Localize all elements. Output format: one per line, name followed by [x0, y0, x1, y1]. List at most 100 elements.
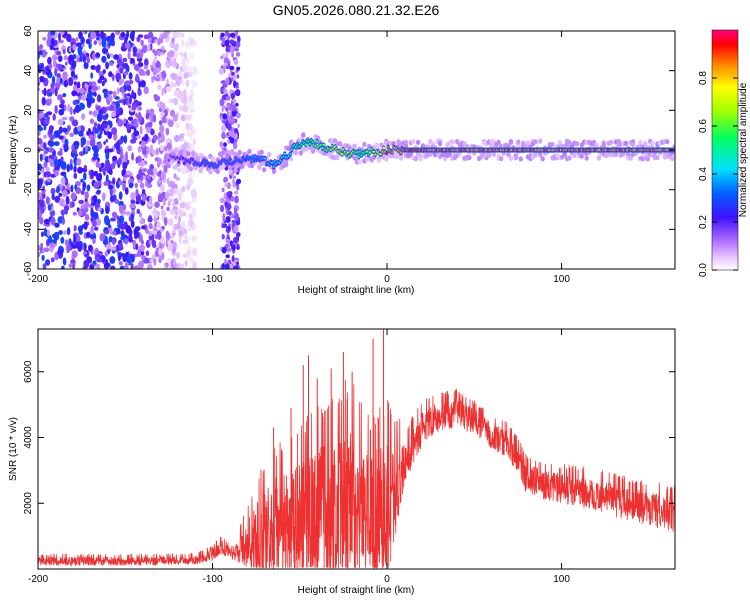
ridge-halo: [508, 155, 514, 161]
noise-speckle: [48, 147, 55, 153]
noise-speckle: [118, 255, 121, 262]
noise-speckle: [182, 212, 187, 217]
ridge-core: [183, 161, 186, 165]
noise-speckle: [144, 58, 149, 67]
noise-speckle: [93, 151, 99, 159]
ridge-halo: [608, 139, 614, 145]
ridge-halo: [198, 167, 203, 173]
noise-speckle: [165, 37, 170, 43]
noise-band-speckle: [224, 258, 227, 264]
ridge-core: [240, 160, 243, 164]
noise-speckle: [85, 145, 88, 153]
ridge-halo: [672, 153, 675, 159]
noise-speckle: [44, 66, 47, 75]
ridge-core: [300, 143, 303, 146]
ridge-halo: [506, 151, 511, 157]
noise-speckle: [82, 251, 88, 255]
noise-speckle: [92, 110, 98, 117]
noise-band-speckle: [232, 104, 236, 112]
noise-speckle: [79, 55, 83, 62]
noise-band-speckle: [229, 136, 235, 144]
noise-speckle: [173, 198, 177, 203]
noise-speckle: [82, 147, 86, 155]
noise-speckle: [178, 230, 183, 238]
noise-speckle: [118, 99, 124, 104]
noise-speckle: [49, 86, 56, 95]
noise-band-speckle: [222, 262, 225, 269]
noise-speckle: [98, 37, 103, 47]
noise-band-speckle: [235, 112, 241, 118]
noise-band-speckle: [226, 182, 231, 189]
ridge-halo: [335, 154, 340, 161]
spec-x-tick-label: 0: [384, 274, 390, 285]
spec-y-tick-label: 20: [23, 104, 34, 116]
noise-speckle: [54, 169, 59, 177]
noise-speckle: [43, 171, 47, 178]
noise-speckle: [62, 257, 67, 266]
noise-speckle: [83, 242, 87, 252]
noise-speckle: [108, 184, 114, 190]
noise-speckle: [150, 64, 153, 69]
ridge-halo: [437, 141, 443, 147]
noise-band-speckle: [225, 95, 231, 101]
ridge-core: [304, 143, 307, 146]
noise-speckle: [76, 158, 82, 166]
noise-speckle: [145, 112, 150, 120]
noise-speckle: [99, 233, 105, 242]
spec-y-tick-label: 40: [23, 65, 34, 77]
noise-speckle: [140, 239, 144, 245]
noise-speckle: [140, 39, 144, 46]
noise-speckle: [116, 87, 120, 95]
noise-speckle: [62, 93, 67, 98]
noise-speckle: [130, 263, 134, 269]
noise-speckle: [56, 231, 60, 240]
noise-speckle: [58, 126, 63, 134]
noise-speckle: [145, 126, 151, 134]
noise-speckle: [60, 161, 67, 170]
noise-speckle: [186, 114, 192, 121]
noise-speckle: [115, 31, 121, 35]
noise-speckle: [167, 201, 171, 207]
noise-speckle: [130, 192, 137, 200]
noise-speckle: [158, 120, 163, 126]
noise-speckle: [91, 52, 96, 61]
noise-speckle: [50, 38, 56, 46]
noise-speckle: [149, 239, 153, 245]
noise-speckle: [107, 90, 113, 95]
noise-band-speckle: [227, 210, 232, 216]
noise-speckle: [107, 131, 113, 140]
noise-band-speckle: [225, 243, 229, 249]
ridge-halo: [613, 151, 619, 157]
noise-speckle: [129, 96, 132, 105]
noise-speckle: [152, 208, 158, 216]
ridge-core: [251, 155, 254, 159]
noise-speckle: [73, 153, 79, 158]
spec-y-tick-label: -20: [23, 182, 34, 197]
ridge-halo: [550, 141, 555, 147]
noise-band-speckle: [221, 233, 225, 240]
noise-speckle: [172, 202, 175, 207]
noise-speckle: [131, 152, 135, 161]
noise-speckle: [181, 39, 185, 47]
noise-speckle: [160, 134, 165, 143]
noise-speckle: [62, 127, 68, 133]
noise-speckle: [185, 79, 190, 88]
noise-speckle: [110, 32, 115, 40]
noise-speckle: [125, 225, 132, 234]
ridge-core: [272, 165, 275, 169]
noise-speckle: [105, 138, 109, 143]
noise-speckle: [137, 106, 142, 111]
noise-band-speckle: [219, 197, 225, 204]
noise-speckle: [139, 212, 142, 218]
noise-speckle: [90, 72, 94, 79]
noise-band-speckle: [228, 130, 232, 137]
noise-speckle: [95, 128, 99, 134]
noise-speckle: [45, 196, 50, 205]
noise-speckle: [160, 171, 166, 181]
noise-speckle: [118, 107, 124, 116]
snr-panel: -200 -100 0 100 2000 4000 6000 Height of strai…: [8, 328, 676, 596]
noise-speckle: [85, 38, 91, 45]
noise-band-speckle: [219, 141, 224, 148]
noise-speckle: [161, 102, 166, 112]
noise-band-speckle: [223, 142, 227, 147]
